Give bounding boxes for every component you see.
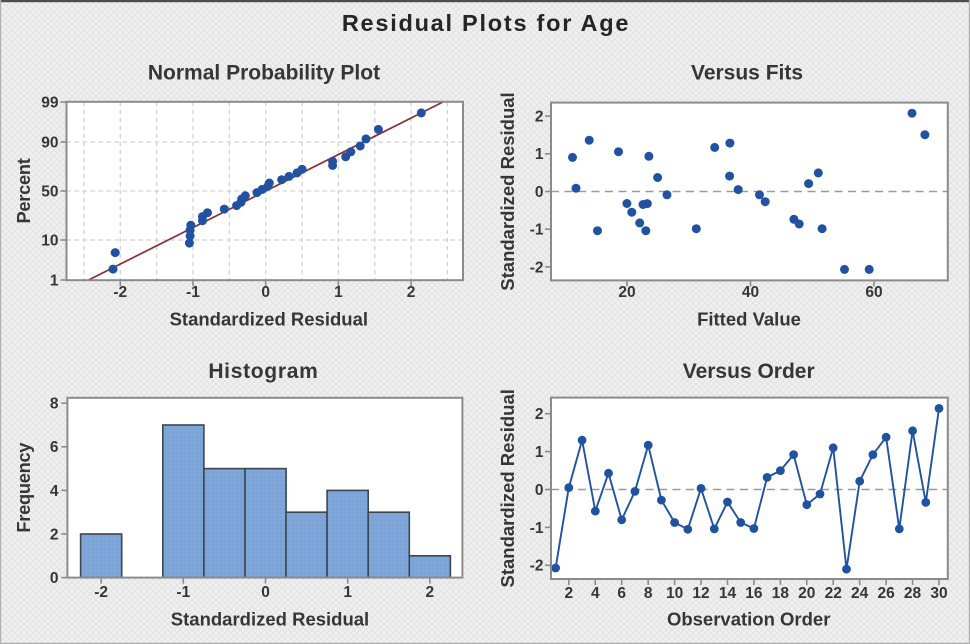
svg-text:Residual Plots for Age: Residual Plots for Age xyxy=(342,10,630,36)
svg-text:0: 0 xyxy=(261,584,270,601)
svg-text:18: 18 xyxy=(772,585,790,602)
svg-text:1: 1 xyxy=(535,444,544,461)
svg-text:-2: -2 xyxy=(530,259,544,276)
svg-text:16: 16 xyxy=(745,585,763,602)
svg-text:-1: -1 xyxy=(530,222,544,239)
svg-text:Histogram: Histogram xyxy=(208,360,318,383)
svg-text:99: 99 xyxy=(41,94,59,111)
svg-text:Percent: Percent xyxy=(13,158,34,223)
svg-text:2: 2 xyxy=(535,406,544,423)
svg-text:2: 2 xyxy=(535,109,544,126)
svg-text:0: 0 xyxy=(261,284,270,301)
svg-text:22: 22 xyxy=(825,585,842,602)
svg-text:Fitted Value: Fitted Value xyxy=(697,309,801,330)
svg-text:-1: -1 xyxy=(530,520,544,537)
svg-text:Versus Order: Versus Order xyxy=(683,360,815,383)
svg-text:-1: -1 xyxy=(176,584,190,601)
svg-text:50: 50 xyxy=(41,183,58,200)
svg-text:4: 4 xyxy=(50,483,59,500)
svg-text:8: 8 xyxy=(50,396,59,413)
svg-text:30: 30 xyxy=(930,585,947,602)
svg-text:1: 1 xyxy=(334,284,343,301)
svg-text:Normal Probability Plot: Normal Probability Plot xyxy=(148,62,380,85)
svg-text:Observation Order: Observation Order xyxy=(667,608,830,629)
svg-text:2: 2 xyxy=(50,526,59,543)
svg-text:-2: -2 xyxy=(113,284,127,301)
svg-text:2: 2 xyxy=(426,584,435,601)
svg-text:Frequency: Frequency xyxy=(13,442,34,533)
svg-text:20: 20 xyxy=(798,585,815,602)
svg-text:10: 10 xyxy=(41,232,58,249)
svg-text:0: 0 xyxy=(50,570,59,587)
svg-text:-2: -2 xyxy=(94,584,108,601)
svg-text:-2: -2 xyxy=(530,558,544,575)
svg-text:Versus Fits: Versus Fits xyxy=(691,62,803,85)
svg-text:-1: -1 xyxy=(186,284,200,301)
svg-text:Standardized Residual: Standardized Residual xyxy=(170,309,368,330)
svg-text:Standardized Residual: Standardized Residual xyxy=(171,608,369,629)
svg-text:26: 26 xyxy=(877,585,895,602)
svg-text:Standardized Residual: Standardized Residual xyxy=(497,92,518,290)
svg-text:12: 12 xyxy=(692,585,709,602)
svg-text:6: 6 xyxy=(50,439,59,456)
svg-text:6: 6 xyxy=(617,585,626,602)
svg-text:90: 90 xyxy=(41,134,58,151)
svg-text:1: 1 xyxy=(50,272,59,289)
svg-text:4: 4 xyxy=(591,585,600,602)
svg-text:24: 24 xyxy=(851,585,869,602)
svg-text:10: 10 xyxy=(666,585,683,602)
svg-text:8: 8 xyxy=(644,585,653,602)
svg-text:40: 40 xyxy=(742,284,759,301)
svg-text:1: 1 xyxy=(535,146,544,163)
svg-text:14: 14 xyxy=(719,585,737,602)
svg-text:2: 2 xyxy=(407,284,416,301)
svg-text:0: 0 xyxy=(535,184,544,201)
svg-text:28: 28 xyxy=(904,585,922,602)
svg-text:2: 2 xyxy=(565,585,574,602)
svg-text:20: 20 xyxy=(618,284,635,301)
svg-text:1: 1 xyxy=(343,584,352,601)
svg-text:0: 0 xyxy=(535,482,544,499)
svg-text:Standardized Residual: Standardized Residual xyxy=(497,389,518,587)
svg-text:60: 60 xyxy=(865,284,882,301)
